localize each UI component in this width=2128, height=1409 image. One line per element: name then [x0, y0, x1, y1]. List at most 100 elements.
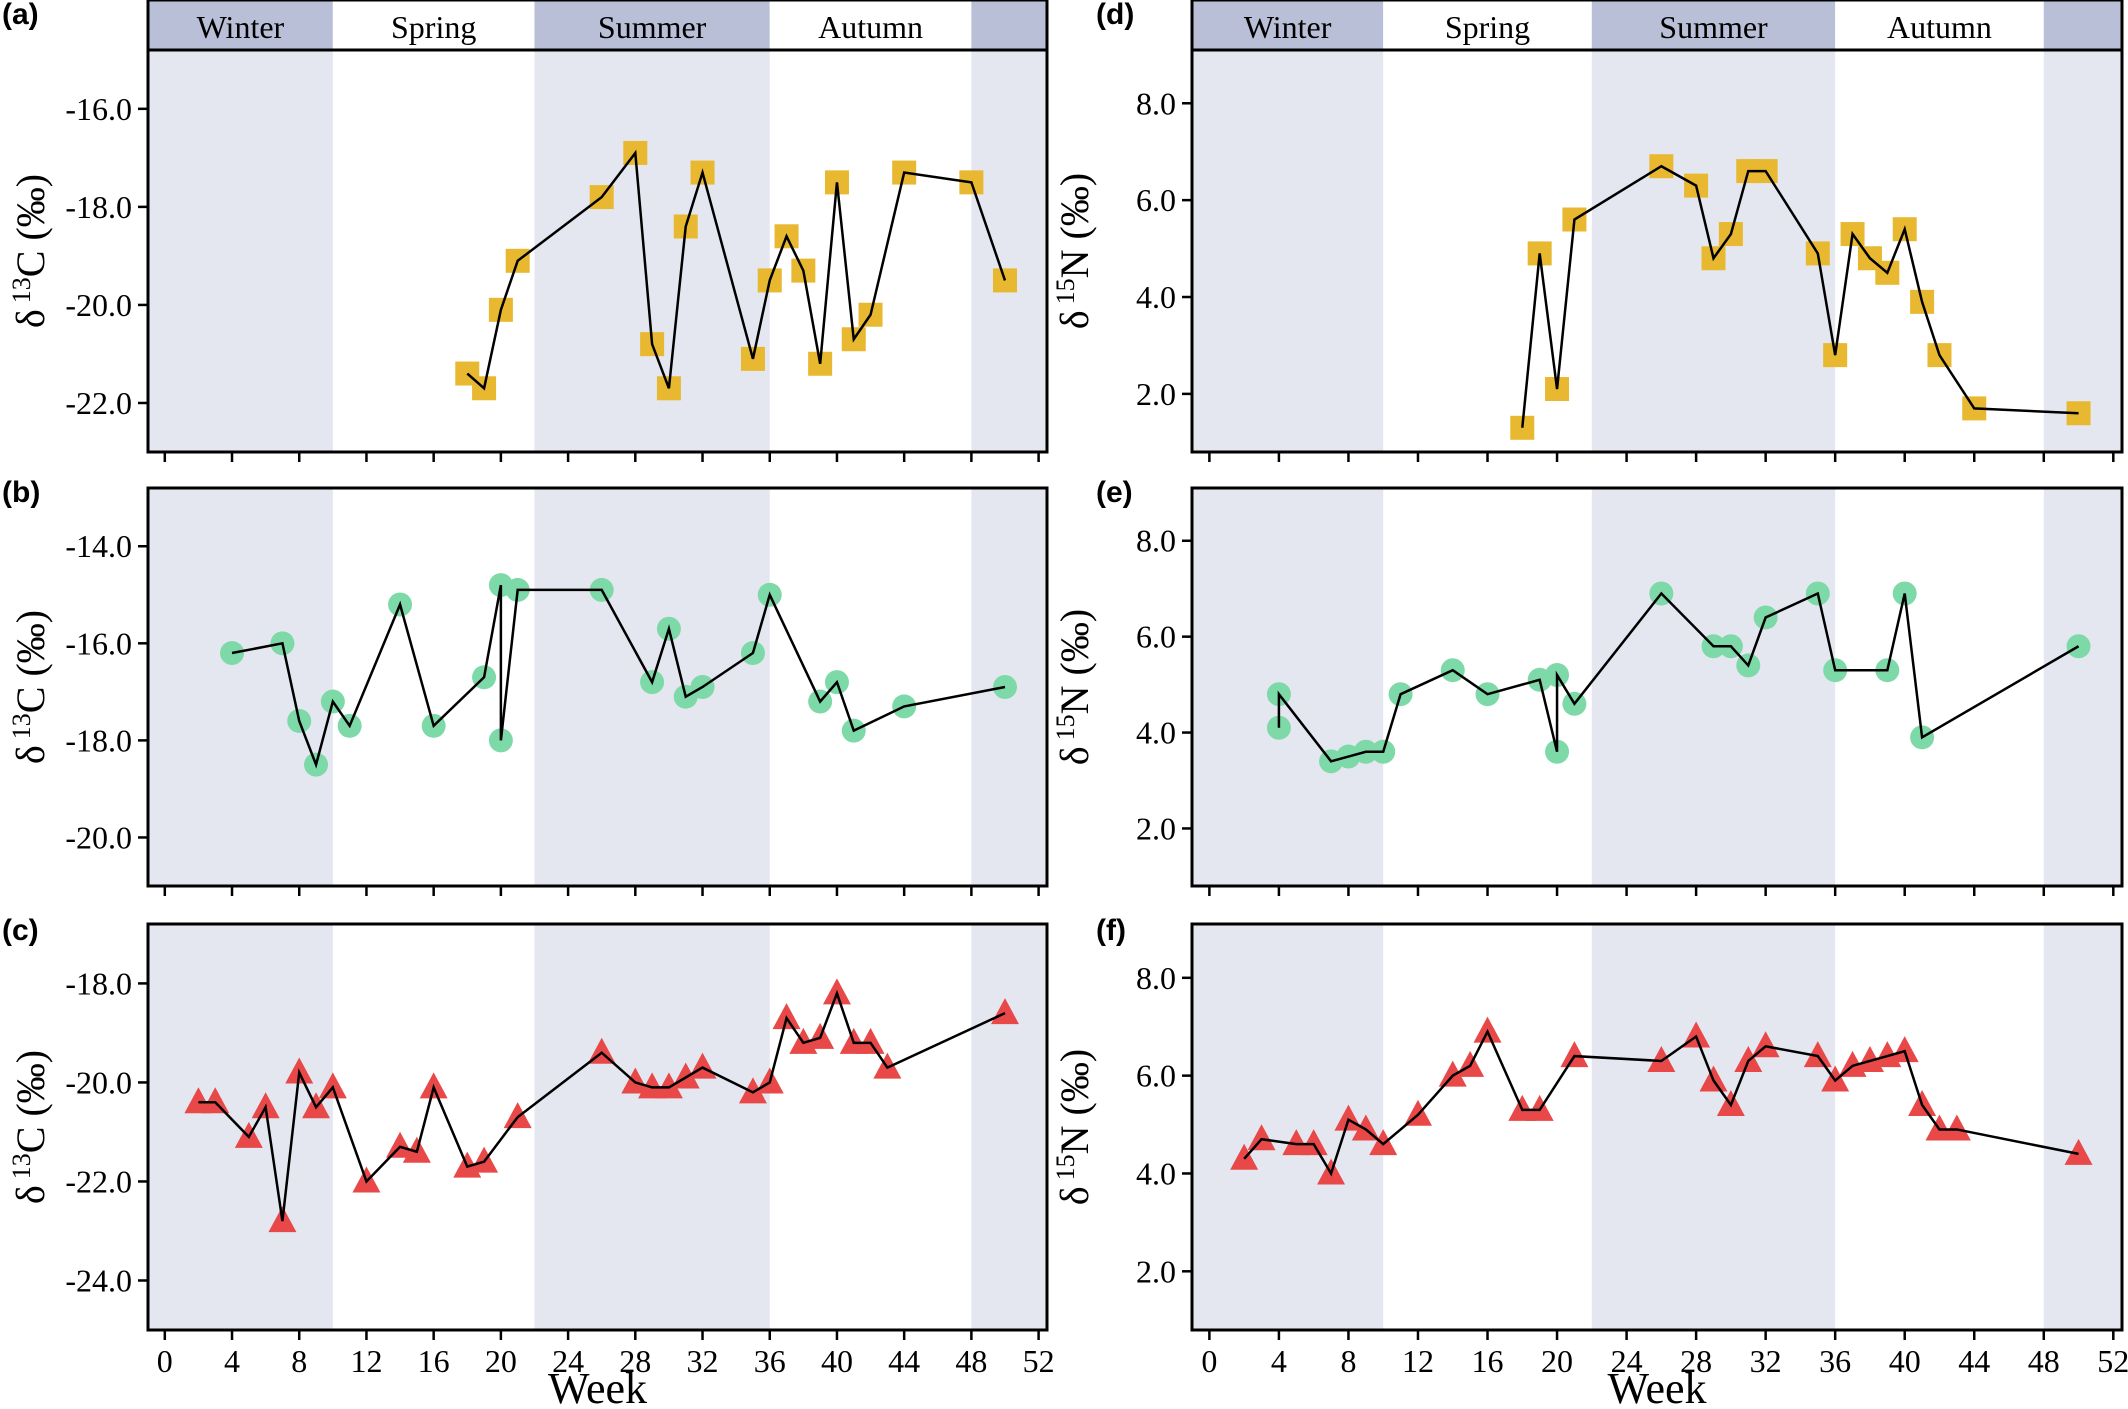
- y-tick-label: 2.0: [1136, 376, 1176, 412]
- y-axis-title-superscript: 13: [7, 277, 36, 303]
- y-axis-title-unit: N (‰): [1052, 609, 1097, 715]
- y-axis-title-symbol: δ: [8, 309, 53, 328]
- data-point-triangle: [1230, 1143, 1259, 1170]
- data-point-triangle: [1560, 1041, 1589, 1068]
- y-axis-title: δ 13C (‰): [7, 610, 53, 764]
- panel-d: Winter Spring Summer Autumn 2.0 4.0 6.0 8.0 (d) δ…: [1051, 0, 2124, 462]
- y-tick-label: 4.0: [1136, 1155, 1176, 1191]
- season-band-shade: [1591, 0, 1836, 452]
- panel-b: -14.0 -16.0 -18.0 -20.0 (b) δ 13C (‰): [2, 476, 1049, 896]
- y-tick-label: -22.0: [65, 1163, 132, 1199]
- season-label: Spring: [1445, 9, 1530, 45]
- panel-letter: (c): [2, 914, 39, 947]
- plot-frame: [146, 0, 1049, 454]
- x-tick-label: 52: [2097, 1343, 2128, 1379]
- y-tick-label: 6.0: [1136, 182, 1176, 218]
- x-tick-label: 36: [754, 1343, 786, 1379]
- y-tick-label: 4.0: [1136, 279, 1176, 315]
- season-header-cell: [1192, 0, 1384, 50]
- season-label: Autumn: [1887, 9, 1992, 45]
- x-tick-label: 8: [291, 1343, 307, 1379]
- season-band-shade: [534, 924, 770, 1330]
- y-axis-title: δ 15N (‰): [1051, 173, 1097, 329]
- plot-frame: [146, 486, 1049, 888]
- y-tick-label: 6.0: [1136, 619, 1176, 655]
- panel-letter: (a): [2, 0, 39, 31]
- panel-e: 2.0 4.0 6.0 8.0(e) δ 15N (‰): [1051, 476, 2124, 896]
- season-band-shade: [148, 0, 333, 452]
- series-line: [231, 584, 1006, 769]
- season-band-shade: [534, 0, 770, 452]
- x-tick-label: 28: [619, 1343, 651, 1379]
- data-point-triangle: [1438, 1060, 1467, 1087]
- season-label: Spring: [391, 9, 476, 45]
- season-header-cell: [148, 0, 333, 50]
- x-tick-label: 8: [1340, 1343, 1356, 1379]
- y-tick-label: -20.0: [65, 819, 132, 855]
- panel-letter: (e): [1096, 476, 1133, 509]
- y-axis-title-superscript: 13: [7, 713, 36, 739]
- y-axis-title-unit: C (‰): [8, 174, 53, 277]
- season-band-shade: [1192, 0, 1384, 452]
- y-axis-title-symbol: δ: [1052, 746, 1097, 765]
- x-tick-label: 0: [157, 1343, 173, 1379]
- season-header-cell: [534, 0, 770, 50]
- y-axis-title-unit: C (‰): [8, 610, 53, 713]
- x-tick-label: 28: [1680, 1343, 1712, 1379]
- data-point-triangle: [201, 1087, 230, 1114]
- y-tick-label: -24.0: [65, 1262, 132, 1298]
- season-band-shade: [1591, 924, 1836, 1330]
- data-point-triangle: [1647, 1045, 1676, 1072]
- y-tick-label: -16.0: [65, 91, 132, 127]
- x-tick-label: 4: [224, 1343, 240, 1379]
- season-header-cell: [1835, 0, 2044, 50]
- y-axis-title-unit: N (‰): [1052, 1049, 1097, 1155]
- season-header-cell: [971, 0, 1047, 50]
- season-band-shade: [971, 924, 1047, 1330]
- season-band-shade: [971, 0, 1047, 452]
- season-header-cell: [1591, 0, 1836, 50]
- x-tick-label: 44: [1958, 1343, 1990, 1379]
- season-label: Winter: [1244, 9, 1332, 45]
- y-tick-label: 2.0: [1136, 1253, 1176, 1289]
- x-axis-title: Week: [548, 1364, 647, 1409]
- data-point-triangle: [1247, 1124, 1276, 1151]
- y-tick-label: -22.0: [65, 385, 132, 421]
- x-tick-label: 52: [1023, 1343, 1055, 1379]
- x-tick-label: 32: [1750, 1343, 1782, 1379]
- panel-letter: (b): [2, 476, 40, 509]
- plot-frame: [1190, 486, 2124, 888]
- y-axis-title-symbol: δ: [1052, 1186, 1097, 1205]
- y-axis-title-unit: C (‰): [8, 1050, 53, 1153]
- data-point-triangle: [621, 1067, 650, 1094]
- data-point-triangle: [856, 1027, 885, 1054]
- y-tick-label: 2.0: [1136, 810, 1176, 846]
- plot-frame: [1190, 0, 2124, 454]
- x-tick-label: 48: [955, 1343, 987, 1379]
- panel-letter: (d): [1096, 0, 1134, 31]
- y-tick-label: 6.0: [1136, 1058, 1176, 1094]
- y-axis-title: δ 15N (‰): [1051, 1049, 1097, 1205]
- x-tick-label: 20: [485, 1343, 517, 1379]
- season-header: Winter Spring Summer Autumn: [148, 0, 1047, 52]
- panel-letter: (f): [1096, 914, 1126, 947]
- x-tick-label: 36: [1819, 1343, 1851, 1379]
- data-point-triangle: [1942, 1114, 1971, 1141]
- data-point-triangle: [318, 1072, 347, 1099]
- x-tick-label: 12: [350, 1343, 382, 1379]
- season-band-shade: [1591, 488, 1836, 886]
- data-point-triangle: [1803, 1041, 1832, 1068]
- y-tick-label: -20.0: [65, 1064, 132, 1100]
- season-label: Summer: [598, 9, 707, 45]
- season-label: Autumn: [818, 9, 923, 45]
- series-line: [1521, 164, 2079, 428]
- series-line: [1277, 591, 2080, 763]
- season-header-cell: [2043, 0, 2122, 50]
- panel-c: -18.0-20.0-22.0-24.00 4 8 12 16 20 24 28 32 36 40 4…: [2, 914, 1055, 1379]
- x-tick-label: 16: [1472, 1343, 1504, 1379]
- y-tick-label: 8.0: [1136, 523, 1176, 559]
- season-band-shade: [2043, 924, 2122, 1330]
- y-tick-label: -18.0: [65, 722, 132, 758]
- x-tick-label: 44: [888, 1343, 920, 1379]
